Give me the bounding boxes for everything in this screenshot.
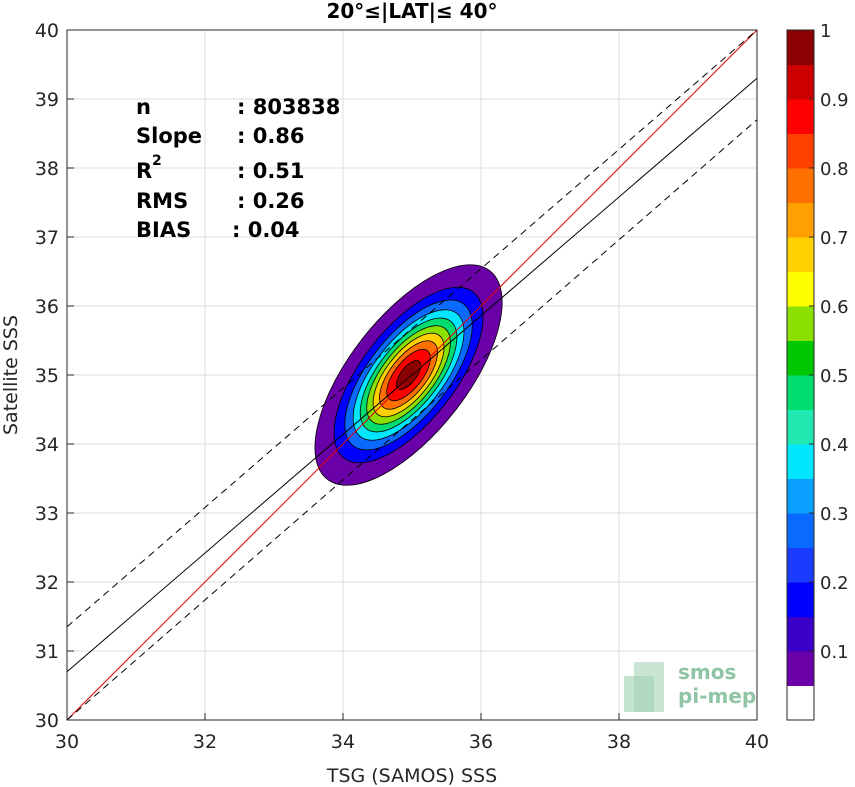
- y-tick-label: 36: [35, 296, 59, 318]
- colorbar-segment: [787, 64, 814, 100]
- colorbar-ticks: 0.1 0.2 0.3 0.4 0.5 0.6 0.7 0.8 0.9 1: [809, 21, 849, 663]
- lower-bound-dashed-line: [66, 119, 758, 721]
- stat-r2-sup: 2: [152, 153, 162, 169]
- colorbar-segment: [787, 271, 814, 307]
- y-tick-label: 39: [35, 89, 59, 111]
- y-axis-label: Satellite SSS: [0, 315, 22, 435]
- colorbar-segment: [787, 133, 814, 169]
- stat-n-value: : 803838: [237, 95, 340, 119]
- x-tick-label: 32: [193, 731, 217, 753]
- y-axis-ticks: 30 31 32 33 34 35 36 37 38 39 40: [35, 20, 74, 732]
- colorbar-segment: [787, 478, 814, 514]
- stat-slope-value: : 0.86: [237, 124, 305, 148]
- colorbar: [787, 30, 814, 721]
- logo-mark-shadow: [624, 676, 654, 712]
- y-tick-label: 40: [35, 20, 59, 42]
- colorbar-segment: [787, 547, 814, 583]
- colorbar-segment: [787, 375, 814, 410]
- logo-text-smos: smos: [678, 660, 736, 684]
- stat-rms-label: RMS: [136, 189, 188, 213]
- logo-text-pi-mep: pi-mep: [678, 684, 756, 708]
- y-tick-label: 31: [35, 641, 59, 663]
- y-tick-label: 35: [35, 365, 59, 387]
- colorbar-tick-label: 0.8: [820, 159, 849, 180]
- stat-r2-label: R: [136, 159, 152, 183]
- stat-bias-value: : 0.04: [232, 218, 300, 242]
- colorbar-segment: [787, 685, 814, 721]
- regression-line: [66, 77, 758, 673]
- y-tick-label: 33: [35, 503, 59, 525]
- smos-pi-mep-logo: smos pi-mep: [624, 660, 756, 712]
- x-tick-label: 34: [331, 731, 355, 753]
- y-tick-label: 34: [35, 434, 59, 456]
- colorbar-tick-label: 0.1: [820, 642, 849, 663]
- y-tick-label: 38: [35, 158, 59, 180]
- stat-rms-value: : 0.26: [237, 189, 305, 213]
- colorbar-tick-label: 0.9: [820, 90, 849, 111]
- colorbar-segment: [787, 168, 814, 203]
- x-tick-label: 38: [607, 731, 631, 753]
- reference-lines: [66, 29, 758, 721]
- colorbar-tick-label: 0.5: [820, 366, 849, 387]
- colorbar-segment: [787, 616, 814, 652]
- colorbar-segment: [787, 306, 814, 341]
- stat-slope-label: Slope: [136, 124, 202, 148]
- colorbar-segment: [787, 409, 814, 445]
- colorbar-tick-label: 0.7: [820, 228, 849, 249]
- colorbar-segment: [787, 651, 814, 686]
- colorbar-segment: [787, 30, 814, 65]
- x-axis-label: TSG (SAMOS) SSS: [326, 765, 497, 787]
- y-tick-label: 30: [35, 710, 59, 732]
- colorbar-segment: [787, 237, 814, 272]
- upper-bound-dashed-line: [66, 29, 758, 628]
- x-tick-label: 36: [469, 731, 493, 753]
- chart-title: 20°≤|LAT|≤ 40°: [326, 0, 497, 23]
- colorbar-segment: [787, 513, 814, 548]
- colorbar-tick-label: 0.6: [820, 297, 849, 318]
- stat-r2-value: : 0.51: [237, 159, 305, 183]
- colorbar-segment: [787, 99, 814, 134]
- stat-bias-label: BIAS: [136, 218, 191, 242]
- x-axis-ticks: 30 32 34 36 38 40: [55, 713, 769, 753]
- colorbar-tick-label: 0.2: [820, 573, 849, 594]
- y-tick-label: 32: [35, 572, 59, 594]
- colorbar-segment: [787, 444, 814, 479]
- stat-n-label: n: [136, 95, 151, 119]
- x-tick-label: 40: [745, 731, 769, 753]
- colorbar-tick-label: 0.4: [820, 435, 849, 456]
- colorbar-segment: [787, 582, 814, 617]
- colorbar-tick-label: 0.3: [820, 504, 849, 525]
- x-tick-label: 30: [55, 731, 79, 753]
- colorbar-tick-label: 1: [820, 21, 831, 42]
- colorbar-segment: [787, 202, 814, 238]
- statistics-box: n : 803838 Slope : 0.86 R 2 : 0.51 RMS :…: [136, 95, 340, 242]
- y-tick-label: 37: [35, 227, 59, 249]
- colorbar-segment: [787, 340, 814, 376]
